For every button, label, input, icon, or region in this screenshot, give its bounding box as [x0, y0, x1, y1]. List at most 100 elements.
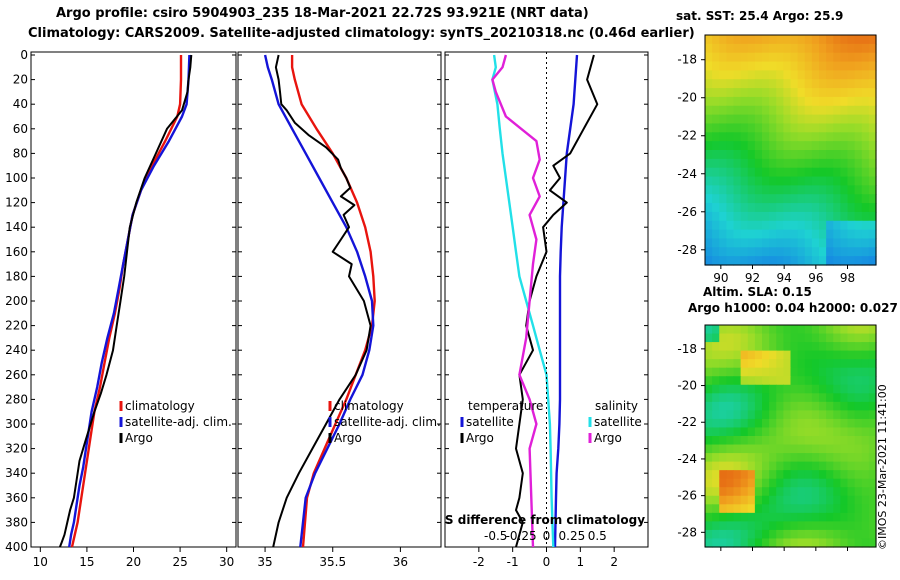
heatmap-cell: [868, 538, 877, 548]
heatmap-cell: [833, 359, 841, 369]
heatmap-cell: [804, 436, 813, 446]
heatmap-cell: [790, 194, 799, 204]
heatmap-cell: [719, 418, 727, 429]
heatmap-cell: [833, 238, 841, 248]
heatmap-cell: [819, 376, 827, 386]
heatmap-cell: [726, 359, 735, 369]
heatmap-cell: [726, 504, 735, 514]
heatmap-cell: [868, 123, 877, 133]
heatmap-cell: [769, 444, 777, 454]
heatmap-cell: [747, 132, 756, 142]
heatmap-cell: [826, 70, 834, 80]
heatmap-cell: [747, 203, 756, 213]
heatmap-cell: [790, 43, 799, 54]
heatmap-cell: [811, 367, 820, 377]
heatmap-cell: [826, 96, 834, 107]
heatmap-cell: [740, 367, 749, 377]
heatmap-cell: [819, 256, 827, 266]
heatmap-cell: [754, 158, 763, 169]
heatmap-cell: [762, 35, 770, 45]
heatmap-cell: [790, 79, 799, 89]
sst-map: [705, 35, 877, 266]
heatmap-cell: [847, 529, 856, 540]
heatmap-cell: [769, 393, 777, 403]
heatmap-cell: [776, 211, 784, 222]
heatmap-cell: [854, 453, 863, 463]
heatmap-cell: [733, 43, 742, 54]
heatmap-cell: [868, 203, 877, 213]
heatmap-cell: [847, 61, 856, 71]
heatmap-cell: [868, 141, 877, 151]
heatmap-cell: [719, 487, 727, 497]
heatmap-cell: [811, 384, 820, 394]
heatmap-cell: [819, 194, 827, 204]
heatmap-cell: [783, 238, 792, 248]
heatmap-cell: [740, 478, 749, 488]
heatmap-cell: [747, 167, 756, 178]
heatmap-cell: [826, 478, 834, 488]
heatmap-cell: [847, 70, 856, 80]
heatmap-cell: [719, 333, 727, 343]
heatmap-cell: [747, 220, 756, 231]
heatmap-cell: [719, 194, 727, 204]
heatmap-cell: [769, 333, 777, 343]
heatmap-cell: [847, 96, 856, 107]
heatmap-cell: [804, 461, 813, 471]
heatmap-cell: [840, 61, 849, 71]
heatmap-cell: [762, 359, 770, 369]
heatmap-cell: [776, 384, 784, 394]
heatmap-cell: [712, 141, 720, 151]
heatmap-cell: [804, 141, 813, 151]
heatmap-cell: [833, 52, 841, 63]
heatmap-cell: [712, 461, 720, 471]
heatmap-cell: [840, 43, 849, 54]
heatmap-cell: [826, 238, 834, 248]
series-satellite-adj-clim-: [263, 54, 375, 548]
heatmap-cell: [804, 521, 813, 531]
heatmap-cell: [776, 35, 784, 45]
heatmap-cell: [819, 495, 827, 505]
heatmap-cell: [783, 158, 792, 169]
heatmap-cell: [833, 150, 841, 160]
heatmap-cell: [733, 238, 742, 248]
heatmap-cell: [733, 529, 742, 540]
heatmap-cell: [754, 211, 763, 222]
heatmap-cell: [754, 538, 763, 548]
heatmap-cell: [847, 495, 856, 505]
heatmap-cell: [833, 487, 841, 497]
heatmap-cell: [776, 88, 784, 98]
heatmap-cell: [854, 167, 863, 178]
heatmap-cell: [740, 150, 749, 160]
heatmap-cell: [826, 185, 834, 195]
heatmap-cell: [740, 444, 749, 454]
heatmap-cell: [790, 461, 799, 471]
heatmap-cell: [769, 238, 777, 248]
heatmap-cell: [854, 203, 863, 213]
heatmap-cell: [811, 410, 820, 420]
heatmap-cell: [705, 96, 713, 107]
heatmap-cell: [740, 88, 749, 98]
heatmap-cell: [733, 96, 742, 107]
heatmap-cell: [769, 367, 777, 377]
heatmap-cell: [797, 444, 806, 454]
heatmap-cell: [762, 220, 770, 231]
legend-label: Argo: [594, 431, 622, 445]
heatmap-cell: [854, 105, 863, 116]
heatmap-cell: [712, 238, 720, 248]
heatmap-cell: [783, 384, 792, 394]
heatmap-cell: [804, 150, 813, 160]
heatmap-cell: [747, 114, 756, 125]
heatmap-cell: [762, 43, 770, 54]
heatmap-cell: [826, 350, 834, 360]
heatmap-cell: [776, 70, 784, 80]
heatmap-cell: [733, 52, 742, 63]
depth-tick-label: 20: [13, 73, 28, 87]
heatmap-cell: [804, 96, 813, 107]
heatmap-cell: [868, 167, 877, 178]
heatmap-cell: [740, 167, 749, 178]
title-line-2: Climatology: CARS2009. Satellite-adjuste…: [28, 26, 695, 41]
depth-tick-label: 300: [5, 417, 28, 431]
heatmap-cell: [790, 401, 799, 411]
depth-tick-label: 360: [5, 491, 28, 505]
heatmap-cell: [868, 194, 877, 204]
